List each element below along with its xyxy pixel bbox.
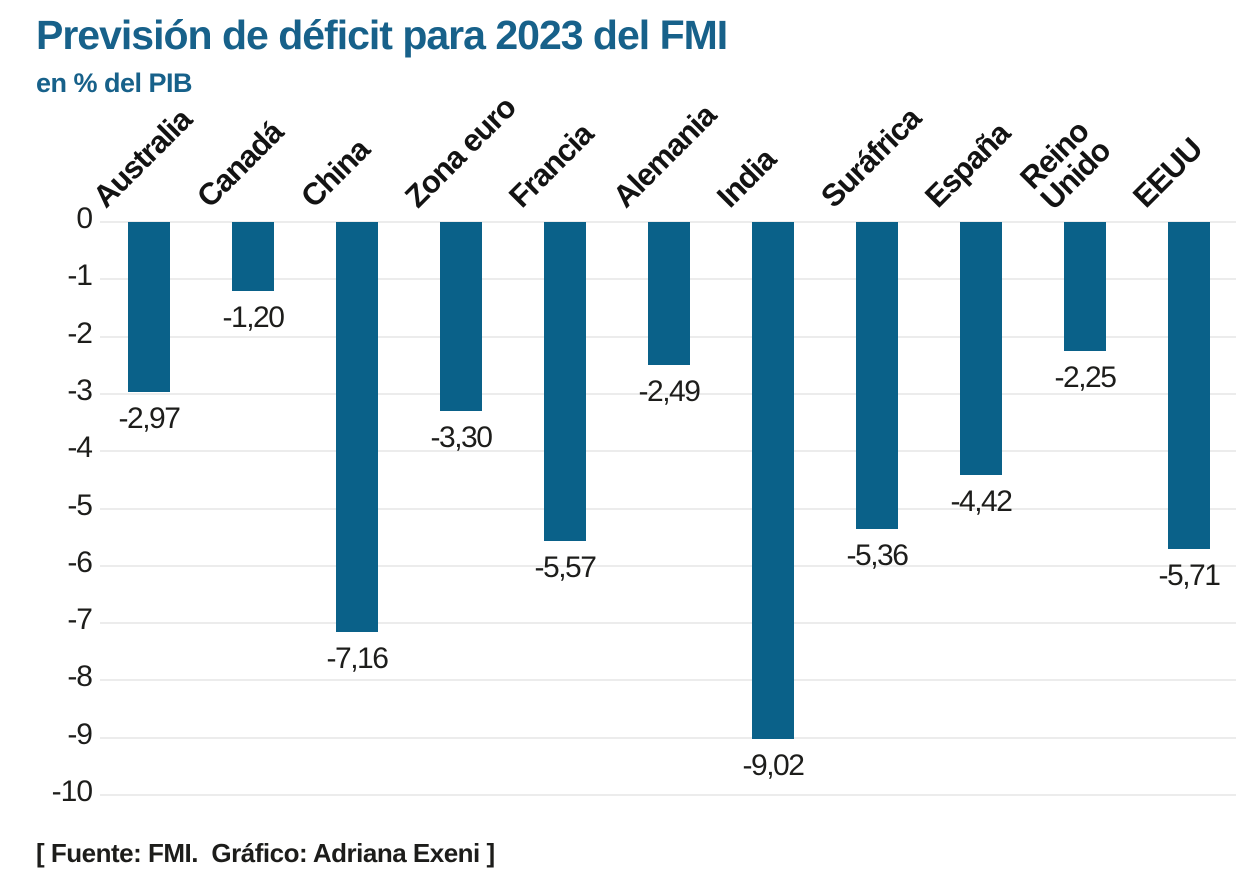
category-label: China bbox=[294, 131, 377, 214]
chart-subtitle: en % del PIB bbox=[36, 68, 193, 98]
category-label: Reino Unido bbox=[1013, 113, 1118, 217]
y-axis-tick-label: -7 bbox=[67, 603, 93, 637]
bar-china bbox=[336, 222, 378, 633]
bar-zona-euro bbox=[440, 222, 482, 412]
gridline bbox=[100, 392, 1236, 395]
category-label: Suráfrica bbox=[814, 100, 928, 214]
source-credit: [ Fuente: FMI. Gráfico: Adriana Exeni ] bbox=[36, 838, 495, 868]
bar-reino-unido bbox=[1064, 222, 1106, 351]
y-axis-tick-label: 0 bbox=[76, 202, 93, 235]
y-axis-tick-label: -6 bbox=[67, 545, 93, 579]
gridline bbox=[100, 622, 1236, 625]
y-axis-tick-label: -9 bbox=[67, 717, 93, 751]
bar-value-label: -5,71 bbox=[1158, 559, 1221, 593]
category-label: Francia bbox=[502, 116, 600, 214]
bar-australia bbox=[128, 222, 170, 393]
bar-españa bbox=[960, 222, 1002, 476]
y-axis-tick-label: -10 bbox=[51, 775, 93, 808]
category-label: Zona euro bbox=[398, 89, 523, 214]
gridline bbox=[100, 564, 1236, 567]
y-axis-tick-label: -5 bbox=[67, 488, 93, 522]
bar-value-label: -2,49 bbox=[638, 374, 701, 408]
category-label: Australia bbox=[86, 101, 199, 214]
category-label: España bbox=[918, 115, 1017, 214]
bar-francia bbox=[544, 222, 586, 542]
bar-value-label: -1,20 bbox=[222, 300, 285, 334]
gridline bbox=[100, 736, 1236, 739]
bar-value-label: -2,25 bbox=[1054, 360, 1117, 394]
y-axis-tick-label: -4 bbox=[67, 431, 93, 465]
chart-title: Previsión de déficit para 2023 del FMI bbox=[36, 12, 728, 58]
bar-alemania bbox=[648, 222, 690, 365]
bar-suráfrica bbox=[856, 222, 898, 530]
bar-value-label: -7,16 bbox=[326, 642, 389, 676]
bar-value-label: -5,57 bbox=[534, 551, 597, 585]
y-axis-tick-label: -2 bbox=[67, 316, 93, 350]
gridline bbox=[100, 679, 1236, 682]
category-label: India bbox=[710, 141, 783, 214]
bar-eeuu bbox=[1168, 222, 1210, 550]
category-label: Alemania bbox=[606, 97, 723, 214]
bar-canadá bbox=[232, 222, 274, 291]
category-label: EEUU bbox=[1126, 130, 1209, 214]
category-label: Canadá bbox=[190, 114, 290, 214]
bar-india bbox=[752, 222, 794, 739]
bar-value-label: -5,36 bbox=[846, 539, 909, 573]
bar-value-label: -9,02 bbox=[742, 748, 805, 782]
bar-value-label: -2,97 bbox=[118, 402, 181, 436]
bar-value-label: -3,30 bbox=[430, 421, 493, 455]
bar-value-label: -4,42 bbox=[950, 485, 1013, 519]
y-axis-tick-label: -3 bbox=[67, 373, 93, 407]
gridline bbox=[100, 450, 1236, 453]
gridline bbox=[100, 507, 1236, 510]
y-axis-tick-label: -8 bbox=[67, 660, 93, 694]
y-axis-tick-label: -1 bbox=[67, 259, 93, 293]
gridline bbox=[100, 794, 1236, 796]
